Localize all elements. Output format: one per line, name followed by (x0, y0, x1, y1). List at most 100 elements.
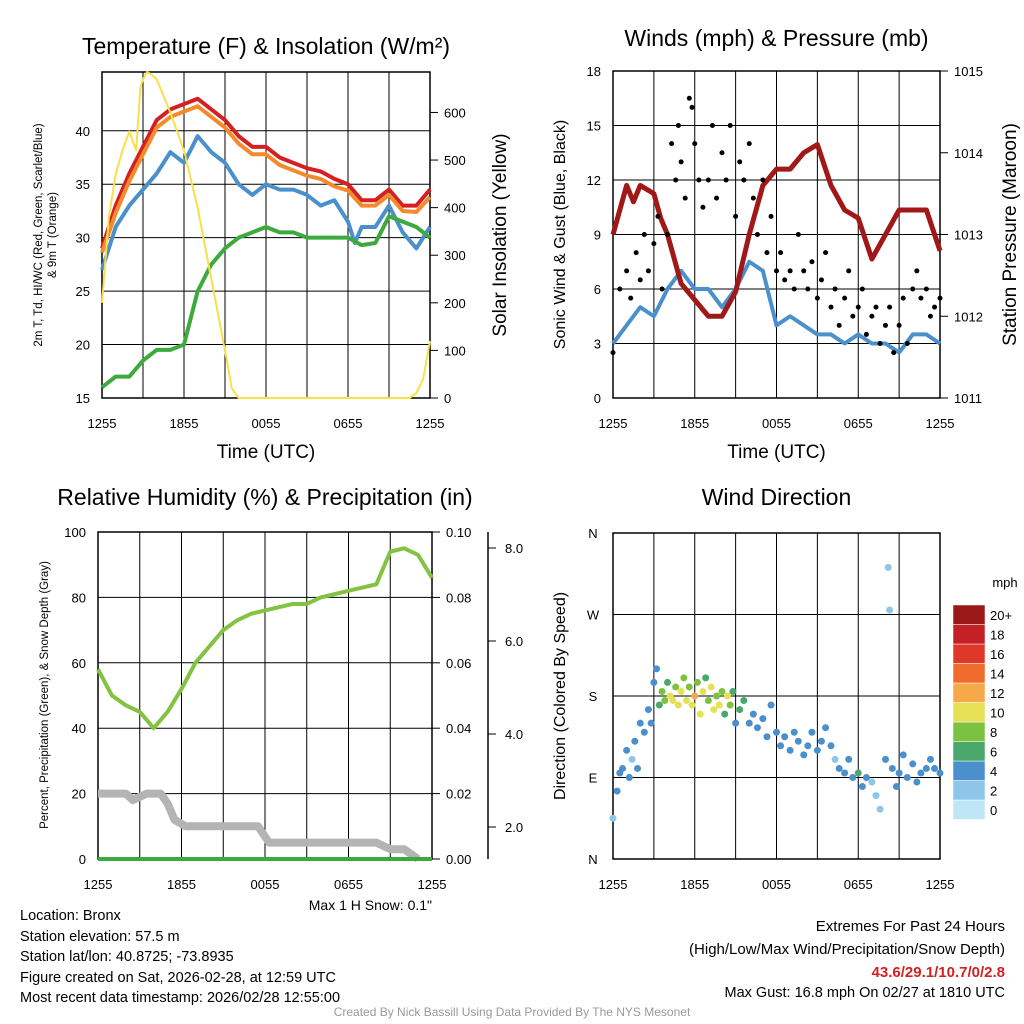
gust-point (846, 268, 852, 274)
x-tick-label: 0055 (762, 877, 791, 892)
x-tick-label: 0055 (251, 877, 280, 892)
direction-point (794, 737, 802, 745)
gust-point (818, 277, 824, 283)
chart-title-1: Winds (mph) & Pressure (mb) (624, 25, 928, 51)
direction-point (723, 692, 731, 700)
series-solar-insolation (101, 71, 431, 399)
direction-point (623, 746, 631, 754)
created-text: Figure created on Sat, 2026-02-28, at 12… (20, 969, 336, 986)
direction-point (882, 755, 889, 763)
direction-point (688, 701, 696, 709)
extremes-box: Extremes For Past 24 Hours (High/Low/Max… (689, 915, 1005, 1002)
direction-point (822, 724, 830, 732)
x-tick-label: 1855 (680, 877, 709, 892)
y2-tick-label: 0.04 (446, 721, 471, 736)
series-2m-td (100, 214, 432, 389)
snow-tick-label: 2.0 (505, 820, 523, 835)
direction-point (909, 760, 917, 768)
y2-axis-label: Station Pressure (Maroon) (1000, 123, 1021, 346)
direction-point (886, 606, 894, 614)
gust-point (696, 177, 702, 183)
gust-point (645, 268, 651, 274)
gust-point (891, 350, 897, 356)
max-gust-text: Max Gust: 16.8 mph On 02/27 at 1810 UTC (724, 985, 1005, 1001)
gust-point (610, 350, 616, 356)
direction-point (693, 678, 701, 686)
direction-point (655, 701, 663, 709)
y2-tick-label: 1013 (954, 228, 983, 243)
direction-point (931, 764, 939, 772)
gust-point (714, 195, 720, 201)
direction-point (680, 674, 688, 682)
direction-point (664, 678, 671, 686)
direction-point (699, 687, 707, 695)
colorbar-swatch (952, 721, 986, 742)
gust-point (651, 241, 657, 247)
direction-point (710, 706, 718, 714)
gust-point (782, 277, 788, 283)
gust-point (669, 141, 675, 147)
series-hi-wc (100, 134, 432, 271)
snow-tick-label: 6.0 (505, 634, 523, 649)
y-tick-label: 3 (594, 337, 601, 352)
colorbar-label: 6 (990, 745, 997, 760)
gust-point (700, 204, 706, 210)
gust-point (673, 177, 679, 183)
colorbar-label: 2 (990, 784, 997, 799)
gust-point (832, 286, 838, 292)
gust-point (855, 304, 861, 310)
y2-tick-label: 400 (444, 201, 466, 216)
y2-tick-label: 600 (444, 105, 466, 120)
direction-point (636, 719, 644, 727)
colorbar-swatch (952, 643, 986, 664)
gust-point (733, 213, 739, 219)
y-axis-label: Sonic Wind & Gust (Blue, Black) (552, 120, 569, 349)
direction-point (808, 728, 816, 736)
y2-tick-label: 200 (444, 296, 466, 311)
extremes-values: 43.6/29.1/10.7/0/2.8 (871, 964, 1005, 981)
direction-point (619, 764, 627, 772)
gust-point (655, 213, 661, 219)
x-tick-label: 0055 (252, 416, 281, 431)
y-tick-label: 6 (594, 282, 601, 297)
gust-point (836, 322, 842, 328)
direction-point (736, 706, 744, 714)
direction-point (647, 719, 655, 727)
direction-point (813, 746, 821, 754)
y-tick-label: 80 (72, 590, 86, 605)
series-relative-humidity (96, 546, 434, 731)
x-tick-label: 1255 (84, 877, 113, 892)
direction-point (628, 755, 636, 763)
y2-axis-label: Solar Insolation (Yellow) (490, 133, 511, 336)
gust-point (914, 268, 920, 274)
y-tick-label: W (587, 608, 600, 623)
direction-point (868, 778, 876, 786)
direction-point (841, 769, 849, 777)
gust-point (869, 313, 875, 319)
gust-point (805, 286, 811, 292)
direction-point (777, 742, 785, 750)
direction-point (634, 764, 642, 772)
x-tick-label: 1855 (167, 877, 196, 892)
direction-point (854, 769, 862, 777)
colorbar-swatch (952, 799, 986, 820)
direction-point (862, 774, 870, 781)
gust-point (719, 150, 725, 156)
extremes-title: Extremes For Past 24 Hours (815, 918, 1005, 935)
colorbar-label: 10 (990, 706, 1004, 721)
plot-frame (612, 532, 941, 860)
colorbar-swatch (952, 780, 986, 801)
y-tick-label: 60 (72, 656, 86, 671)
gust-point (774, 268, 779, 274)
colorbar-swatch (952, 702, 986, 723)
y2-tick-label: 0.10 (446, 525, 471, 540)
direction-point (713, 692, 721, 700)
gust-point (675, 123, 681, 128)
y-tick-label: 9 (594, 228, 601, 243)
credit-footer: Created By Nick Bassill Using Data Provi… (333, 1005, 691, 1019)
colorbar-label: 20+ (990, 608, 1012, 623)
colorbar-title: mph (992, 575, 1017, 590)
gust-point (741, 177, 747, 183)
gust-point (641, 232, 647, 237)
